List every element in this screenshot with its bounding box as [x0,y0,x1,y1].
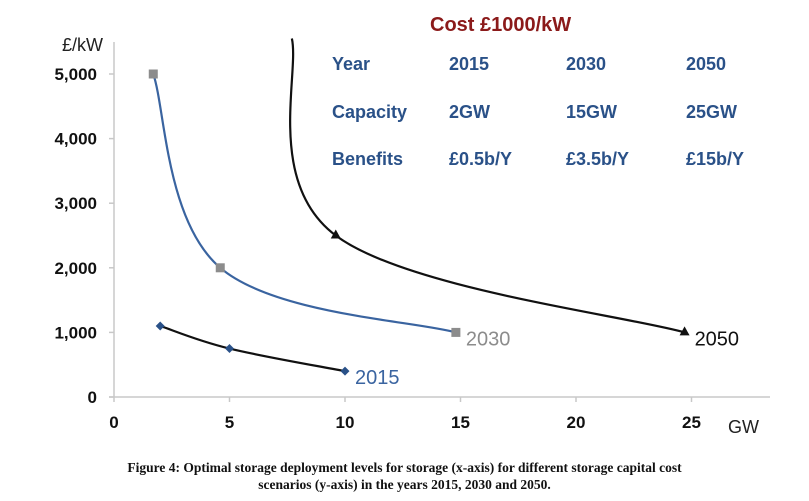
data-point-diamond [340,366,350,376]
figure-caption: Figure 4: Optimal storage deployment lev… [0,459,809,493]
table-row-label: Year [332,54,370,74]
data-point-square [148,69,158,79]
y-axis-unit-label: £/kW [62,35,103,55]
x-tick-label: 0 [109,413,118,432]
y-tick-label: 4,000 [54,130,97,149]
series-label-2050: 2050 [695,328,740,350]
data-point-diamond [155,321,165,331]
y-tick-label: 1,000 [54,323,97,342]
annotation-table: Cost £1000/kW Year 2015 2030 2050 Capacity 2G… [332,14,744,169]
caption-line-2: scenarios (y-axis) in the years 2015, 20… [258,477,551,492]
y-tick-label: 3,000 [54,194,97,213]
series-2050: 2050 [289,38,740,350]
y-tick-label: 2,000 [54,259,97,278]
series-line-2015 [159,324,346,373]
x-axis-unit-label: GW [728,417,759,437]
table-cell: 2GW [449,102,490,122]
caption-line-1: Figure 4: Optimal storage deployment lev… [127,460,682,475]
table-row-label: Benefits [332,149,403,169]
series-label-2030: 2030 [466,328,511,350]
table-cell: £15b/Y [686,149,744,169]
series-2015: 2015 [155,321,400,389]
x-tick-label: 20 [567,413,586,432]
x-tick-label: 5 [225,413,234,432]
table-cell: £3.5b/Y [566,149,629,169]
x-tick-label: 10 [336,413,355,432]
data-point-triangle [330,229,341,239]
table-cell: 15GW [566,102,617,122]
data-point-square [215,263,225,273]
annotation-title: Cost £1000/kW [430,14,571,36]
data-point-triangle [679,326,690,336]
table-cell: £0.5b/Y [449,149,512,169]
chart: 0 1,000 2,000 3,000 4,000 5,000 0 5 10 15 20 25 £/kW… [54,14,770,437]
series-line-2030 [152,73,457,334]
x-tick-label: 15 [451,413,470,432]
x-tick-label: 25 [682,413,701,432]
series-2030: 2030 [148,69,511,350]
y-tick-label: 5,000 [54,65,97,84]
table-cell: 2050 [686,54,726,74]
y-tick-label: 0 [88,388,97,407]
table-cell: 2015 [449,54,489,74]
table-row-label: Capacity [332,102,407,122]
table-cell: 2030 [566,54,606,74]
axes: 0 1,000 2,000 3,000 4,000 5,000 0 5 10 15 20 25 £/kW… [54,35,770,437]
data-point-diamond [225,344,234,354]
table-cell: 25GW [686,102,737,122]
data-point-square [451,327,461,337]
series-label-2015: 2015 [355,367,400,389]
series-line-2050 [289,38,685,334]
series-layer: 2015 2030 2050 [148,38,740,389]
